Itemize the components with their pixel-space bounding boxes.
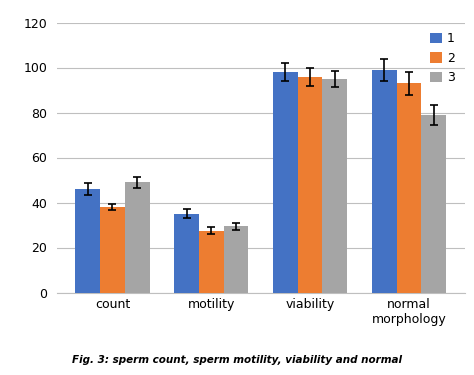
Bar [322, 79, 347, 292]
Text: Fig. 3: sperm count, sperm motility, viability and normal: Fig. 3: sperm count, sperm motility, via… [72, 355, 402, 365]
Bar [199, 231, 224, 292]
Bar [421, 115, 446, 292]
Bar [125, 182, 149, 292]
Bar [298, 76, 322, 292]
Bar [75, 189, 100, 292]
Bar [397, 83, 421, 292]
Bar [273, 72, 298, 292]
Bar [372, 70, 397, 292]
Bar [100, 207, 125, 292]
Bar [174, 214, 199, 292]
Legend: 1, 2, 3: 1, 2, 3 [427, 29, 458, 88]
Bar [224, 226, 248, 292]
